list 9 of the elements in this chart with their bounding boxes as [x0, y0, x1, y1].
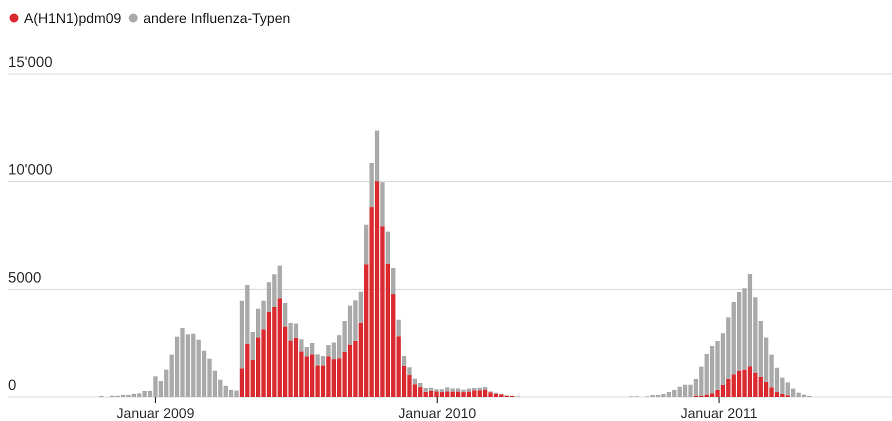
legend-label: andere Influenza-Typen: [143, 10, 290, 26]
y-tick-label: 5000: [8, 269, 42, 286]
x-tick-label: Januar 2010: [398, 405, 476, 421]
y-tick-label: 0: [8, 377, 16, 394]
legend-label: A(H1N1)pdm09: [24, 10, 122, 26]
y-tick-label: 15'000: [8, 54, 53, 71]
x-tick-label: Januar 2009: [116, 405, 195, 421]
y-tick-label: 10'000: [8, 162, 53, 179]
x-tick-label: Januar 2011: [680, 405, 758, 421]
